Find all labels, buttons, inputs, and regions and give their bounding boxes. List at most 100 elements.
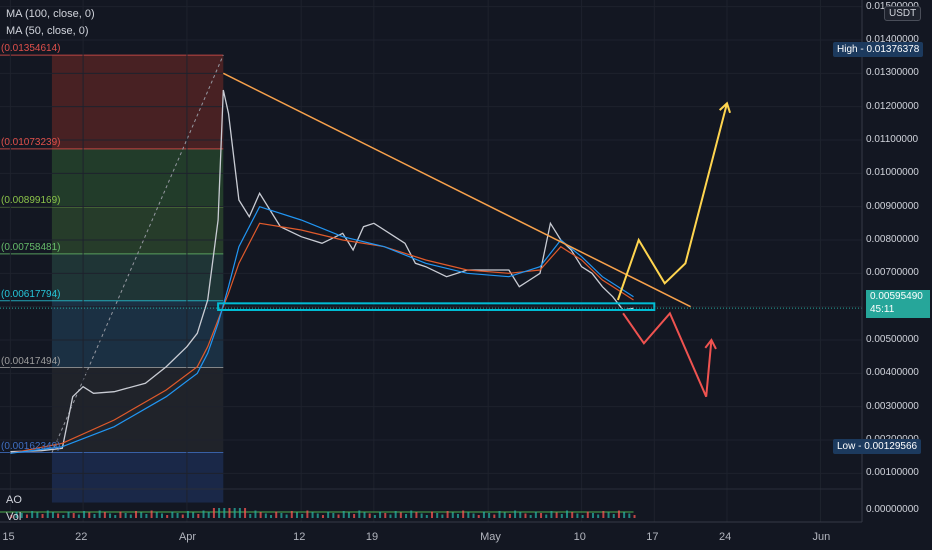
volume-bar [233,508,236,518]
volume-bar [244,508,247,518]
price-tick-label: 0.00100000 [866,467,919,479]
volume-bar [462,510,465,518]
fib-zone [51,148,224,207]
volume-bar [176,513,179,518]
fib-level-label: (0.01354614) [1,43,61,55]
fib-zone [51,206,224,254]
volume-bar [316,513,319,518]
volume-bar [586,511,589,518]
volume-bar [524,513,527,518]
fib-zone [51,253,224,301]
legend-ma50[interactable]: MA (50, close, 0) [6,25,89,37]
volume-bar [10,515,13,518]
volume-bar [441,514,444,518]
volume-bar [254,510,257,518]
chart-series [10,89,634,454]
volume-bar [446,511,449,518]
volume-bar [238,508,241,518]
volume-bar [114,515,117,518]
volume-bar [218,508,221,518]
volume-bar [57,513,60,518]
volume-bar [83,511,86,518]
volume-bar [72,513,75,518]
volume-tick-label: 0.00000000 [866,504,919,515]
volume-bar [576,513,579,518]
bearish-projection-path-arrowhead [704,338,717,350]
descending-trendline [222,72,691,308]
volume-bar [145,514,148,518]
volume-bar [186,511,189,518]
volume-bar [332,513,335,518]
low-price-badge: Low - 0.00129566 [833,439,922,454]
volume-bar [20,513,23,518]
date-tick-label: 24 [718,531,732,543]
date-tick-label: May [480,531,501,543]
volume-bar [451,512,454,518]
volume-bar [88,512,91,518]
price-tick-label: 0.00800000 [866,234,919,245]
legend-ma100[interactable]: MA (100, close, 0) [6,8,95,20]
volume-bar [420,513,423,518]
fib-level-label: (0.00617794) [1,288,61,300]
volume-bar [41,514,44,518]
volume-bar [628,513,631,518]
volume-bar [571,512,574,518]
volume-bar [290,511,293,518]
volume-bar [212,508,215,518]
volume-bar [31,511,34,518]
price-tick-label: 0.01300000 [866,67,919,79]
fib-retracement-zones [0,54,224,503]
date-tick-label: 17 [646,531,659,543]
volume-bar [363,512,366,518]
series-ma-50 [10,222,634,454]
volume-bar [280,513,283,518]
volume-bar [379,511,382,518]
volume-bar [223,508,226,518]
fib-zone [51,367,224,453]
ao-indicator-label[interactable]: AO [6,494,22,506]
currency-badge[interactable]: USDT [884,6,922,21]
volume-bar [368,513,371,518]
volume-bar [519,512,522,518]
volume-bar [508,514,511,518]
volume-bar [503,512,506,518]
price-tick-label: 0.01200000 [866,100,919,112]
volume-bar [514,510,517,518]
volume-bar [140,512,143,518]
volume-bar [591,513,594,518]
series-price [10,89,634,453]
volume-bar [545,514,548,518]
volume-bar [197,514,200,518]
volume-bar [555,512,558,518]
volume-bar [431,511,433,518]
date-tick-label: 12 [293,531,306,543]
volume-indicator-label[interactable]: Vol [6,511,22,523]
volume-bar [155,512,158,518]
volume-bar [477,515,480,518]
volume-bar [119,511,122,518]
volume-bar [275,511,278,518]
fib-trend-dashed [51,54,224,453]
fib-level-label: (0.00417494) [1,355,61,367]
volume-bar [342,511,345,518]
price-tick-label: 0.00300000 [866,400,919,412]
volume-bar [373,515,376,518]
volume-bar [456,514,459,518]
fib-level-label: (0.01073239) [1,136,61,148]
volume-bar [405,514,408,518]
volume-bar [358,510,361,518]
volume-bar [259,512,262,518]
volume-bar [25,514,28,518]
bearish-projection-path [622,311,713,398]
volume-bar [399,512,402,518]
volume-bar [103,512,106,518]
volume-bar [327,511,330,518]
volume-bar [160,513,163,518]
volume-bar [617,510,620,518]
price-tick-label: 0.00400000 [866,367,919,379]
price-tick-label: 0.01100000 [866,134,919,145]
price-tick-label: 0.00700000 [866,267,919,279]
volume-bar [301,514,304,518]
volume-bar [353,514,356,518]
